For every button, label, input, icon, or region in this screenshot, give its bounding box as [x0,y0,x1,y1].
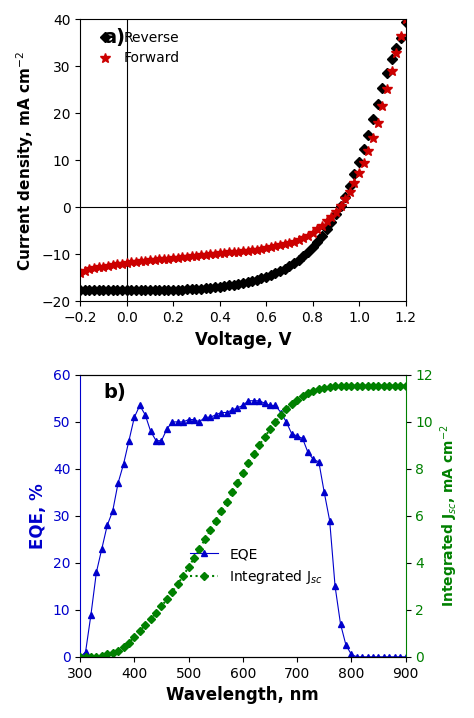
Reverse [91,286,97,295]
Forward [87,265,92,274]
Reverse [175,285,181,294]
Y-axis label: Integrated J$_{sc}$, mA cm$^{-2}$: Integrated J$_{sc}$, mA cm$^{-2}$ [438,424,460,607]
Reverse [403,17,409,26]
EQE [403,653,409,661]
EQE [191,415,197,424]
EQE [246,396,251,405]
Forward [170,253,176,262]
Reverse [389,55,394,64]
X-axis label: Wavelength, nm: Wavelength, nm [166,686,319,704]
Y-axis label: Current density, mA cm$^{-2}$: Current density, mA cm$^{-2}$ [14,50,36,271]
Forward [384,85,390,93]
EQE [365,653,371,661]
Line: Reverse: Reverse [77,18,409,294]
Reverse [240,279,246,287]
Line: Forward: Forward [75,14,410,278]
Line: EQE: EQE [77,397,409,661]
Reverse [87,286,92,295]
EQE [256,396,262,405]
Reverse [328,218,334,226]
Text: b): b) [103,383,126,402]
Forward [77,269,83,277]
Forward [236,247,241,256]
X-axis label: Voltage, V: Voltage, V [195,330,291,348]
Y-axis label: EQE, %: EQE, % [29,483,47,549]
EQE [153,437,159,445]
Reverse [277,267,283,276]
EQE [278,409,283,417]
EQE [142,411,148,419]
Forward [273,242,278,251]
EQE [77,653,83,661]
Legend: EQE, Integrated J$_{sc}$: EQE, Integrated J$_{sc}$ [185,541,328,592]
Reverse [77,285,83,294]
Forward [198,251,204,260]
Forward [403,15,409,24]
Text: a): a) [103,28,125,47]
Legend: Reverse, Forward: Reverse, Forward [87,27,183,70]
